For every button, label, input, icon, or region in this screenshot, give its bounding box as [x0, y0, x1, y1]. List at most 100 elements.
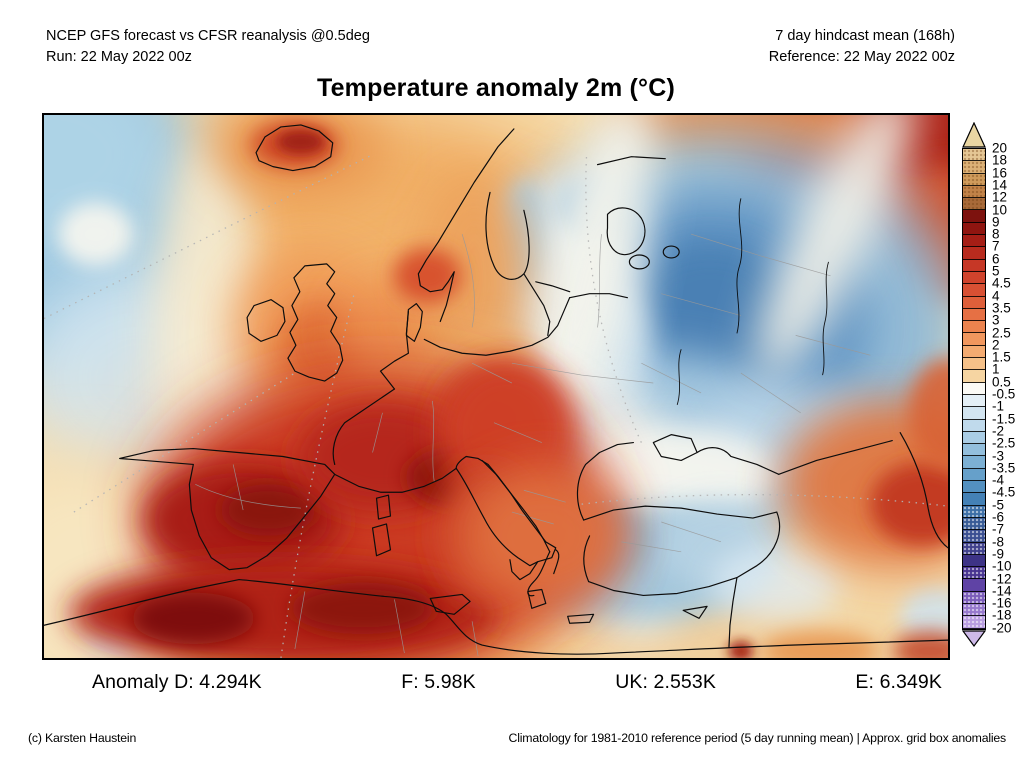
colorbar-segment	[963, 394, 985, 408]
colorbar-tick-label: 4	[992, 288, 1000, 304]
colorbar-segment	[963, 382, 985, 395]
colorbar: 20 18 16 14 12 10 9 8 7 6 5 4.5 4 3.5 3 2.5 2 1.5 1 0.5 -0.5…	[961, 122, 1023, 662]
colorbar-bar	[962, 148, 986, 630]
colorbar-tick-label: -2.5	[992, 435, 1016, 451]
colorbar-tick-label: 18	[992, 152, 1008, 168]
anomaly-stat-europe: E: 6.349K	[855, 671, 942, 693]
colorbar-segment	[963, 431, 985, 445]
colorbar-segment	[963, 579, 985, 592]
colorbar-tick-label: 3.5	[992, 300, 1011, 316]
colorbar-segment	[963, 308, 985, 322]
colorbar-segment	[963, 296, 985, 309]
hindcast-label: 7 day hindcast mean (168h)	[775, 28, 955, 44]
colorbar-tick-label: 4.5	[992, 275, 1011, 291]
colorbar-tick-label: -2	[992, 423, 1005, 439]
colorbar-segment	[963, 603, 985, 617]
colorbar-tick-label: -3	[992, 448, 1005, 463]
colorbar-segment	[963, 210, 985, 223]
colorbar-tick-label: -3.5	[992, 460, 1016, 476]
colorbar-tick-label: 6	[992, 251, 1000, 267]
colorbar-segment	[963, 345, 985, 359]
footer: (c) Karsten Haustein Climatology for 198…	[28, 731, 1006, 745]
header-right: 7 day hindcast mean (168h) Reference: 22…	[769, 26, 955, 68]
colorbar-segment	[963, 247, 985, 260]
climatology-note: Climatology for 1981-2010 reference peri…	[508, 731, 1007, 745]
colorbar-segment	[963, 173, 985, 186]
colorbar-tick-label: 8	[992, 226, 1000, 242]
reference-date-label: Reference: 22 May 2022 00z	[768, 49, 955, 65]
colorbar-segment	[963, 271, 985, 285]
colorbar-segment	[963, 149, 985, 162]
run-date-label: Run: 22 May 2022 00z	[46, 49, 192, 65]
colorbar-tick-label: -1	[992, 398, 1005, 414]
colorbar-tick-label: -1.5	[992, 411, 1016, 427]
anomaly-stat-uk: UK: 2.553K	[615, 671, 716, 693]
colorbar-tick-label: -6	[992, 509, 1005, 525]
colorbar-tick-label: -10	[992, 558, 1012, 574]
colorbar-tick-label: -8	[992, 534, 1005, 550]
colorbar-segment	[963, 481, 985, 494]
colorbar-segment	[963, 161, 985, 174]
colorbar-tick-label: 12	[992, 189, 1008, 205]
colorbar-segment	[963, 419, 985, 432]
colorbar-segment	[963, 530, 985, 543]
colorbar-tick-label: 14	[992, 177, 1008, 193]
colorbar-tick-label: 1.5	[992, 349, 1011, 365]
anomaly-field	[44, 115, 948, 658]
down-arrow-shape	[962, 629, 986, 647]
colorbar-tick-label: 2	[992, 337, 1000, 353]
colorbar-tick-label: 2.5	[992, 325, 1011, 340]
header-left: NCEP GFS forecast vs CFSR reanalysis @0.…	[46, 26, 370, 68]
colorbar-segment	[963, 284, 985, 297]
anomaly-map	[42, 113, 950, 660]
colorbar-tick-label: 16	[992, 165, 1008, 181]
colorbar-tick-label: 7	[992, 238, 1000, 254]
colorbar-segment	[963, 321, 985, 334]
anomaly-stat-france: F: 5.98K	[401, 671, 476, 693]
colorbar-tick-label: -0.5	[992, 386, 1016, 402]
colorbar-segment	[963, 616, 985, 629]
colorbar-tick-label: -20	[992, 620, 1012, 636]
colorbar-segment	[963, 222, 985, 236]
colorbar-segment	[963, 235, 985, 248]
graticule-lines	[44, 154, 948, 658]
colorbar-segment	[963, 358, 985, 371]
colorbar-segment	[963, 185, 985, 199]
up-arrow-shape	[962, 122, 986, 148]
colorbar-segment	[963, 370, 985, 383]
map-canvas	[44, 115, 948, 658]
colorbar-tick-label: -14	[992, 583, 1012, 599]
colorbar-segment	[963, 333, 985, 346]
colorbar-tick-label: -5	[992, 497, 1005, 513]
colorbar-segment	[963, 198, 985, 211]
colorbar-up-arrow	[962, 122, 986, 148]
anomaly-stat-germany: Anomaly D: 4.294K	[92, 671, 262, 693]
country-borders	[195, 233, 871, 657]
colorbar-segment	[963, 444, 985, 457]
colorbar-tick-label: -16	[992, 595, 1012, 611]
colorbar-tick-label: -9	[992, 546, 1005, 562]
colorbar-down-arrow	[962, 629, 986, 647]
colorbar-tick-label: -12	[992, 571, 1012, 586]
colorbar-segment	[963, 542, 985, 555]
colorbar-segment	[963, 591, 985, 604]
colorbar-segment	[963, 567, 985, 580]
colorbar-tick-label: 3	[992, 312, 1000, 328]
colorbar-tick-label: 10	[992, 202, 1008, 217]
colorbar-tick-label: 5	[992, 263, 1000, 279]
colorbar-segment	[963, 493, 985, 506]
colorbar-segment	[963, 505, 985, 518]
colorbar-tick-label: 20	[992, 140, 1008, 156]
colorbar-tick-label: -7	[992, 521, 1005, 537]
colorbar-tick-label: 0.5	[992, 374, 1011, 390]
page-title: Temperature anomaly 2m (°C)	[316, 74, 676, 102]
colorbar-segment	[963, 259, 985, 272]
coastlines	[44, 124, 948, 655]
colorbar-segment	[963, 517, 985, 531]
colorbar-segment	[963, 468, 985, 482]
colorbar-tick-label: 9	[992, 214, 1000, 230]
model-comparison-label: NCEP GFS forecast vs CFSR reanalysis @0.…	[46, 28, 370, 44]
rivers	[676, 198, 829, 405]
colorbar-tick-label: 1	[992, 361, 1000, 377]
